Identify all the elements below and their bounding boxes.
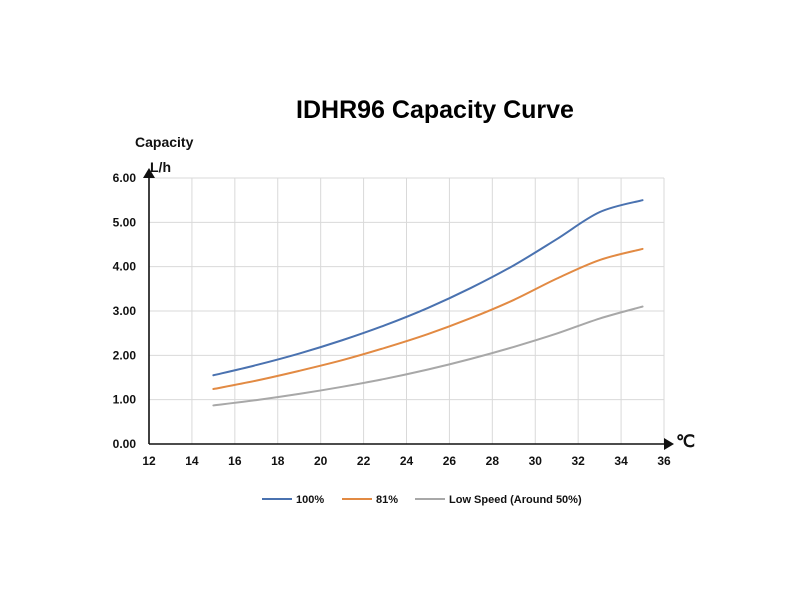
x-tick-label: 22	[357, 454, 371, 468]
y-tick-label: 3.00	[113, 304, 137, 318]
y-tick-label: 4.00	[113, 260, 137, 274]
x-tick-label: 26	[443, 454, 457, 468]
y-tick-label: 6.00	[113, 171, 137, 185]
x-tick-label: 18	[271, 454, 285, 468]
x-tick-label: 14	[185, 454, 199, 468]
y-tick-label: 2.00	[113, 348, 137, 362]
x-tick-label: 16	[228, 454, 242, 468]
series-line-2	[212, 247, 644, 391]
x-tick-label: 20	[314, 454, 328, 468]
y-tick-label: 5.00	[113, 215, 137, 229]
grid	[149, 177, 665, 444]
legend-label-3: Low Speed (Around 50%)	[449, 494, 582, 506]
legend: 100% 81% Low Speed (Around 50%)	[262, 494, 582, 506]
x-tick-label: 12	[142, 454, 156, 468]
x-axis-label-celsius: ℃	[676, 432, 695, 451]
y-axis-arrow	[143, 168, 155, 178]
series-line-3	[212, 305, 644, 407]
legend-label-1: 100%	[296, 494, 324, 506]
y-axis-label-capacity: Capacity	[135, 134, 194, 150]
x-axis-arrow	[664, 438, 674, 450]
axes	[143, 168, 674, 450]
y-axis-label-unit: L/h	[150, 159, 171, 175]
tick-labels: 12 14 16 18 20 22 24 26 28 30 32 34 36 0.00 1.00 2.00 3.…	[113, 171, 671, 468]
x-tick-label: 30	[529, 454, 543, 468]
chart-title: IDHR96 Capacity Curve	[296, 96, 574, 124]
x-tick-label: 28	[486, 454, 500, 468]
y-tick-label: 1.00	[113, 393, 137, 407]
x-tick-label: 36	[657, 454, 671, 468]
series-line-1	[212, 199, 644, 377]
y-tick-label: 0.00	[113, 437, 137, 451]
series-lines	[212, 199, 644, 407]
legend-label-2: 81%	[376, 494, 398, 506]
x-tick-label: 32	[571, 454, 585, 468]
x-tick-label: 34	[614, 454, 628, 468]
x-tick-label: 24	[400, 454, 414, 468]
